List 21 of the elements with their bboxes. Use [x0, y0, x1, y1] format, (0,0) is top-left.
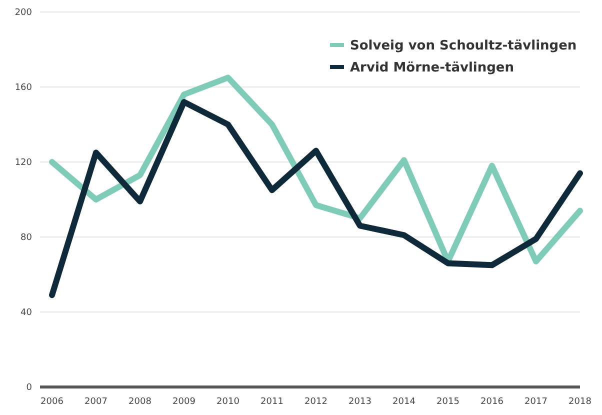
y-tick-label: 40 [20, 308, 32, 318]
x-tick-label: 2007 [84, 397, 108, 407]
y-tick-label: 0 [26, 383, 32, 394]
x-tick-label: 2013 [348, 397, 372, 407]
x-tick-label: 2015 [436, 397, 460, 407]
legend-label: Solveig von Schoultz-tävlingen [350, 38, 577, 54]
x-tick-label: 2017 [524, 397, 548, 407]
y-tick-label: 80 [20, 233, 32, 244]
y-tick-label: 120 [14, 158, 32, 168]
x-tick-label: 2016 [480, 397, 504, 407]
x-tick-label: 2011 [260, 397, 284, 407]
y-tick-label: 200 [14, 8, 32, 18]
y-tick-label: 160 [14, 83, 32, 94]
x-tick-label: 2012 [304, 397, 328, 407]
x-tick-label: 2008 [128, 397, 152, 407]
x-tick-label: 2018 [568, 397, 592, 407]
legend-label: Arvid Mörne-tävlingen [350, 60, 514, 76]
x-tick-label: 2014 [392, 397, 416, 407]
x-tick-label: 2006 [40, 397, 64, 407]
x-tick-label: 2010 [216, 397, 240, 407]
x-tick-label: 2009 [172, 397, 196, 407]
